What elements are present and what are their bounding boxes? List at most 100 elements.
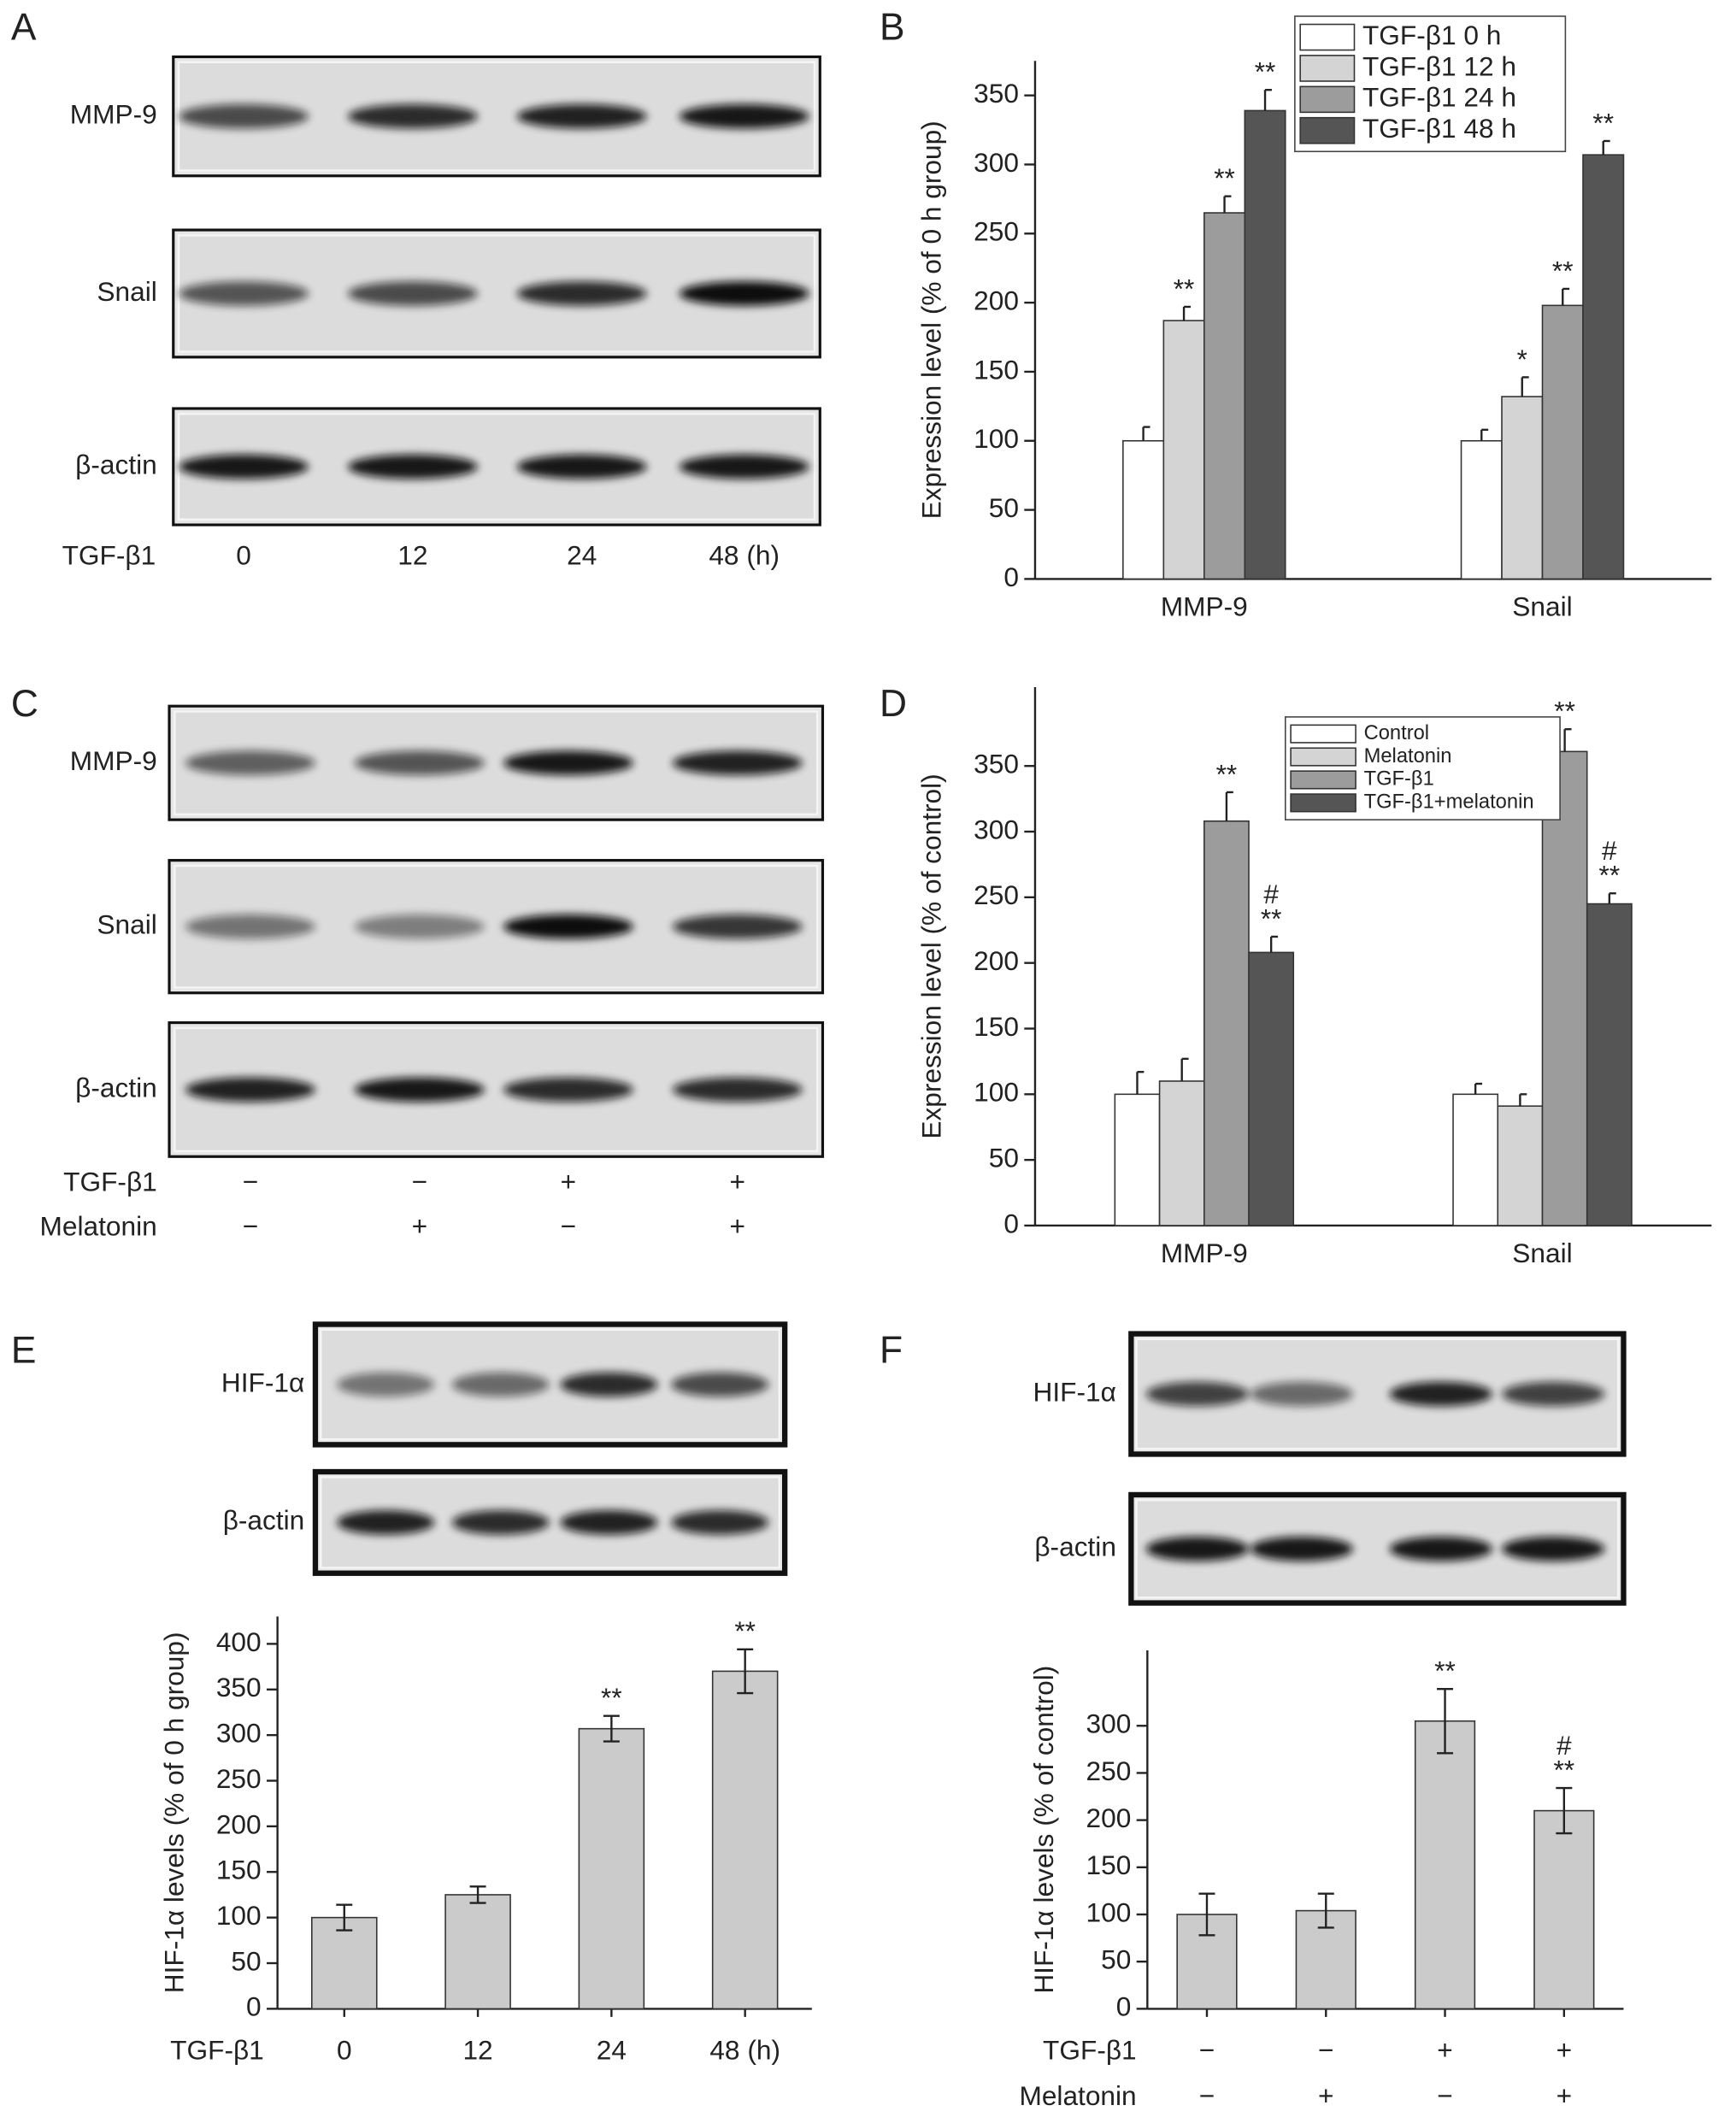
y-tick-label: 200 (974, 945, 1019, 976)
blot-band (451, 1372, 550, 1397)
blot-band (1502, 1537, 1605, 1561)
treatment-name: Melatonin (1019, 2080, 1136, 2111)
blot-band (179, 454, 309, 479)
y-tick-label: 350 (974, 78, 1019, 109)
blot-row-label: β-actin (75, 1072, 157, 1103)
blot-row-label: β-actin (75, 449, 157, 479)
error-bar (1180, 1057, 1189, 1081)
treatment-label: − (1318, 2034, 1333, 2065)
blot-band (179, 103, 309, 129)
significance-marker: # (1557, 1730, 1572, 1761)
error-bar (1480, 428, 1489, 441)
x-tick-label: Snail (1512, 1238, 1572, 1268)
y-tick-label: 100 (216, 1900, 262, 1931)
y-tick-label: 100 (974, 1077, 1019, 1108)
blot-band (516, 281, 647, 306)
error-bar (1198, 1892, 1215, 1937)
bar (1203, 212, 1246, 580)
legend-label: TGF-β1 0 h (1362, 20, 1501, 50)
blot-band (503, 750, 633, 775)
significance-marker: ** (1261, 903, 1282, 933)
blot-band (672, 750, 803, 775)
y-tick-label: 0 (1003, 562, 1019, 592)
treatment-label: − (1199, 2080, 1215, 2111)
blot-band (354, 1077, 485, 1103)
blot-band (516, 454, 647, 479)
y-tick-label: 350 (216, 1672, 262, 1702)
bar (1414, 1720, 1476, 2010)
legend-label: TGF-β1 12 h (1362, 50, 1516, 81)
y-tick-label: 0 (1116, 1991, 1132, 2022)
blot-band (679, 281, 809, 306)
treatment-name: TGF-β1 (63, 1166, 157, 1197)
blot-row-label: HIF-1α (221, 1367, 304, 1397)
treatment-label: 12 (397, 539, 427, 570)
significance-marker: ** (734, 1615, 756, 1646)
y-tick-label: 200 (974, 285, 1019, 315)
y-tick-label: 150 (1086, 1849, 1132, 1880)
blot-band (1250, 1381, 1353, 1407)
y-tick-label: 50 (989, 1143, 1019, 1173)
significance-marker: ** (1255, 56, 1276, 87)
legend-label: TGF-β1 24 h (1362, 82, 1516, 113)
y-tick-label: 150 (974, 1011, 1019, 1042)
significance-marker: ** (1216, 758, 1238, 789)
treatment-label: + (1318, 2080, 1333, 2111)
legend-label: Control (1364, 722, 1430, 744)
treatment-label: − (561, 1210, 576, 1241)
blot-row-label: HIF-1α (1033, 1376, 1116, 1407)
y-tick-label: 250 (974, 216, 1019, 247)
blot-band (503, 1077, 633, 1103)
significance-marker: ** (1599, 860, 1621, 891)
bar (1541, 750, 1588, 1226)
bar (1460, 439, 1503, 580)
error-bar (1225, 791, 1233, 821)
y-tick-label: 400 (216, 1626, 262, 1657)
error-bar (603, 1714, 620, 1743)
blot-band (337, 1510, 435, 1535)
bar (444, 1894, 511, 2010)
significance-marker: # (1602, 835, 1617, 866)
blot-band (516, 103, 647, 129)
treatment-name: TGF-β1 (1043, 2034, 1137, 2065)
y-tick-label: 50 (989, 492, 1019, 523)
legend-swatch (1290, 793, 1356, 813)
legend-swatch (1290, 724, 1356, 744)
error-bar (1556, 1786, 1573, 1835)
legend-swatch (1290, 770, 1356, 790)
legend-swatch (1299, 85, 1356, 114)
bar (1162, 320, 1205, 580)
error-bar (1521, 376, 1529, 397)
y-axis-label: Expression level (% of 0 h group) (916, 121, 947, 519)
blot-band (337, 1372, 435, 1397)
legend-label: TGF-β1 48 h (1362, 113, 1516, 144)
y-tick-label: 300 (216, 1718, 262, 1749)
y-tick-label: 300 (1086, 1708, 1132, 1739)
treatment-label: 24 (567, 539, 597, 570)
treatment-label: − (243, 1210, 258, 1241)
x-tick-label: 48 (h) (709, 2034, 780, 2065)
blot-band (503, 914, 633, 939)
treatment-label: + (1557, 2034, 1572, 2065)
panel-label: F (880, 1329, 903, 1371)
significance-marker: ** (1554, 1754, 1575, 1785)
blot-row-label: Snail (97, 276, 156, 307)
panel-label: B (880, 7, 905, 49)
significance-marker: ** (1552, 255, 1574, 285)
significance-marker: # (1263, 879, 1279, 909)
blot-band (672, 914, 803, 939)
x-tick-label: 24 (597, 2034, 627, 2065)
y-axis-label: HIF-1α levels (% of control) (1028, 1666, 1059, 1994)
blot-band (179, 281, 309, 306)
treatment-label: − (243, 1166, 258, 1197)
blot-band (1502, 1381, 1605, 1407)
y-tick-label: 200 (216, 1808, 262, 1839)
error-bar (1142, 426, 1150, 441)
treatment-label: + (412, 1210, 427, 1241)
blot-band (672, 1077, 803, 1103)
blot-band (185, 750, 315, 775)
legend-swatch (1299, 23, 1356, 51)
error-bar (1136, 1071, 1145, 1095)
blot-band (354, 750, 485, 775)
error-bar (1263, 88, 1272, 111)
